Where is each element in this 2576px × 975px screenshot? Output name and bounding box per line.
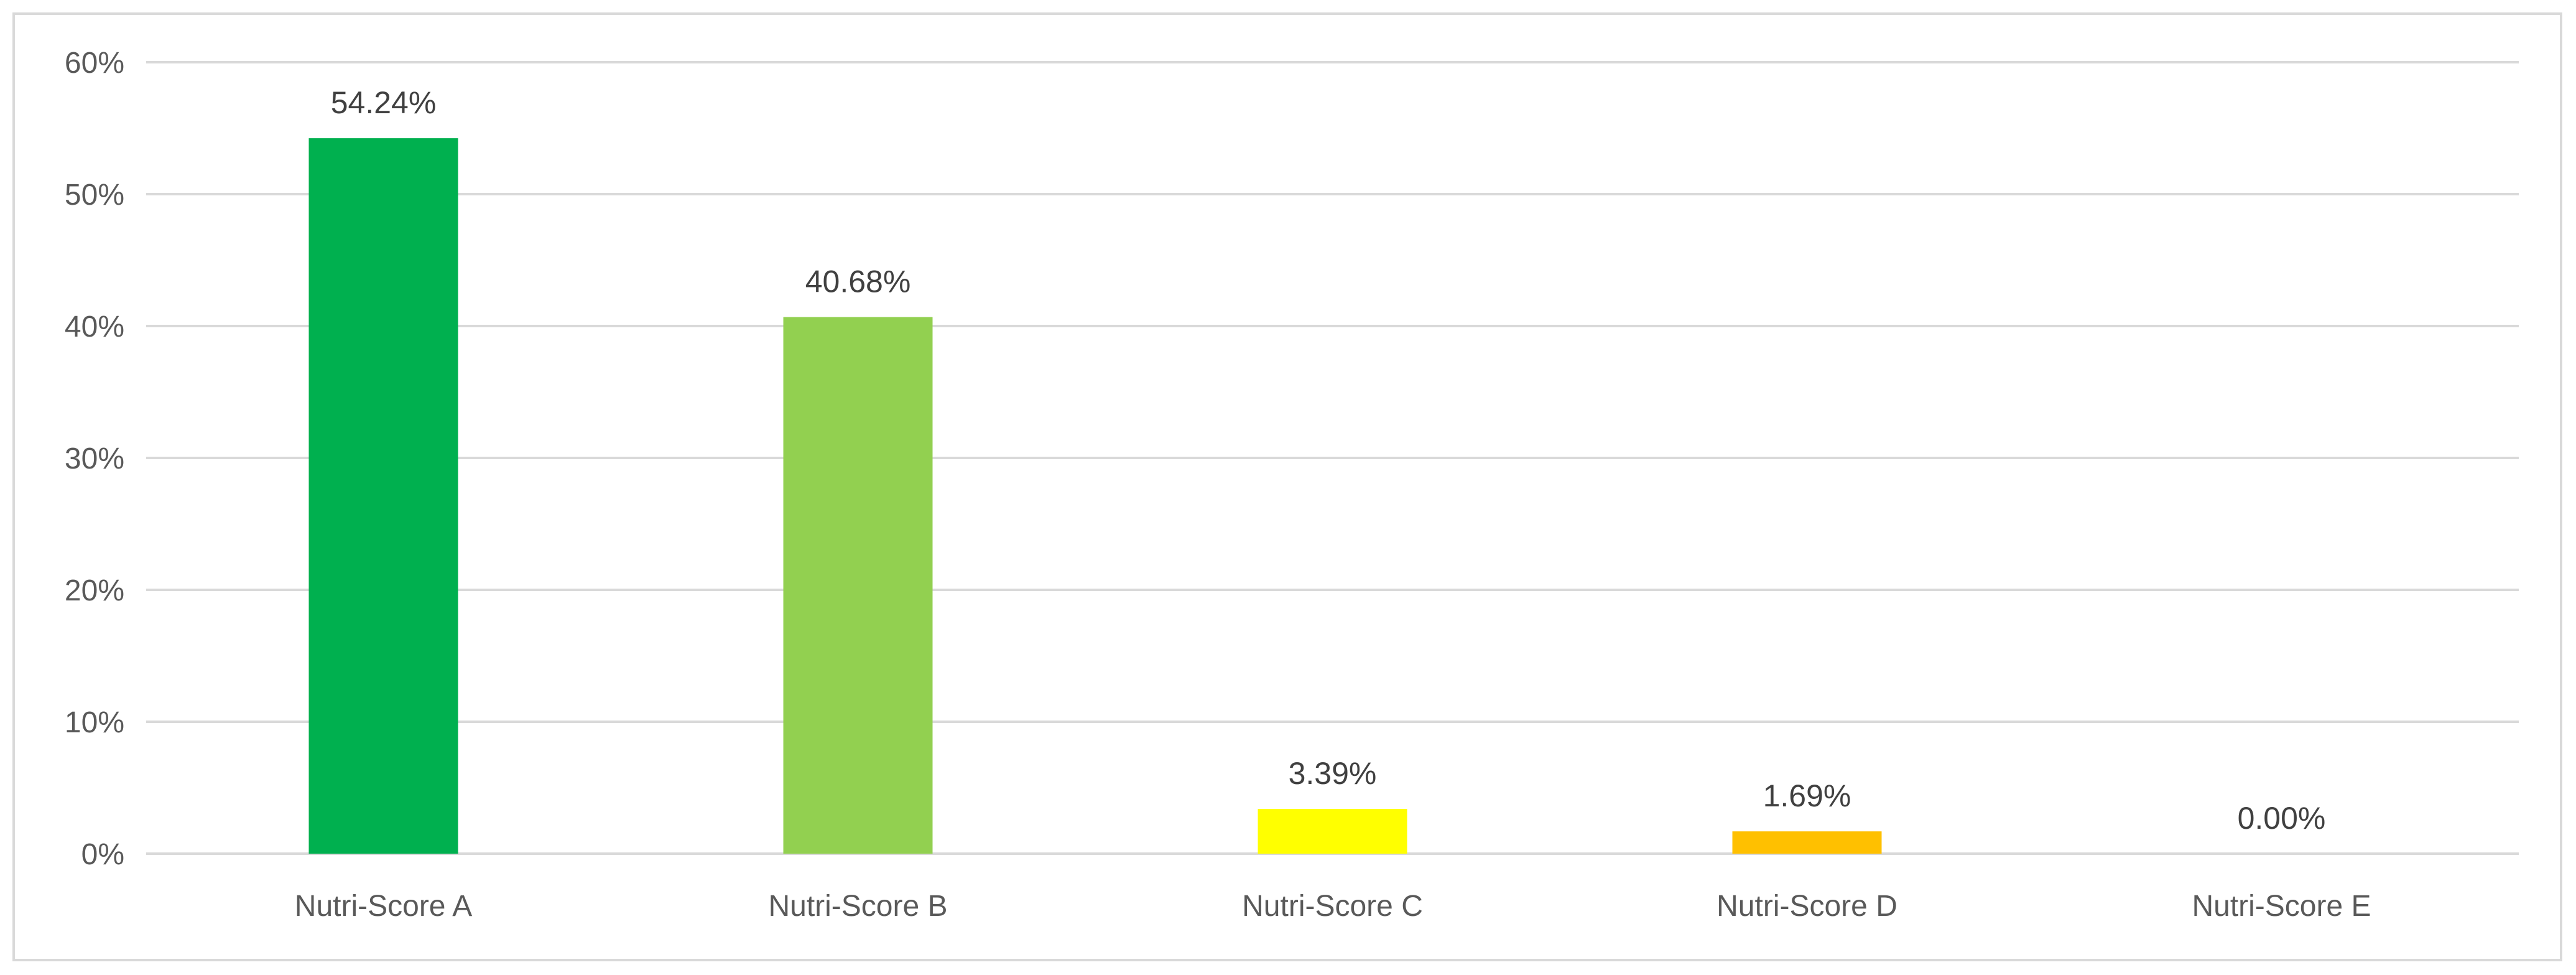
category-label-4: Nutri-Score D [1717, 890, 1897, 923]
data-label-5: 0.00% [2238, 801, 2326, 836]
data-label-4: 1.69% [1763, 778, 1851, 813]
bars [308, 138, 1882, 854]
bar-3 [1258, 809, 1407, 854]
bar-4 [1732, 831, 1882, 854]
bar-1 [308, 138, 458, 854]
category-label-3: Nutri-Score C [1242, 890, 1423, 923]
y-tick-label-20: 20% [65, 574, 124, 607]
y-tick-label-10: 10% [65, 706, 124, 739]
category-label-2: Nutri-Score B [768, 890, 947, 923]
data-label-3: 3.39% [1289, 756, 1377, 791]
y-axis-tick-labels: 0% 10% 20% 30% 40% 50% 60% [65, 47, 124, 871]
data-labels: 54.24% 40.68% 3.39% 1.69% 0.00% [331, 85, 2326, 836]
y-tick-label-60: 60% [65, 47, 124, 80]
x-axis-category-labels: Nutri-Score A Nutri-Score B Nutri-Score C N… [295, 890, 2371, 923]
gridlines [146, 61, 2519, 855]
category-label-1: Nutri-Score A [295, 890, 472, 923]
y-tick-label-30: 30% [65, 442, 124, 475]
y-tick-label-40: 40% [65, 310, 124, 343]
bar-2 [783, 317, 933, 854]
data-label-2: 40.68% [805, 264, 911, 299]
data-label-1: 54.24% [331, 85, 437, 120]
y-tick-label-0: 0% [81, 838, 124, 871]
y-tick-label-50: 50% [65, 179, 124, 212]
category-label-5: Nutri-Score E [2192, 890, 2371, 923]
